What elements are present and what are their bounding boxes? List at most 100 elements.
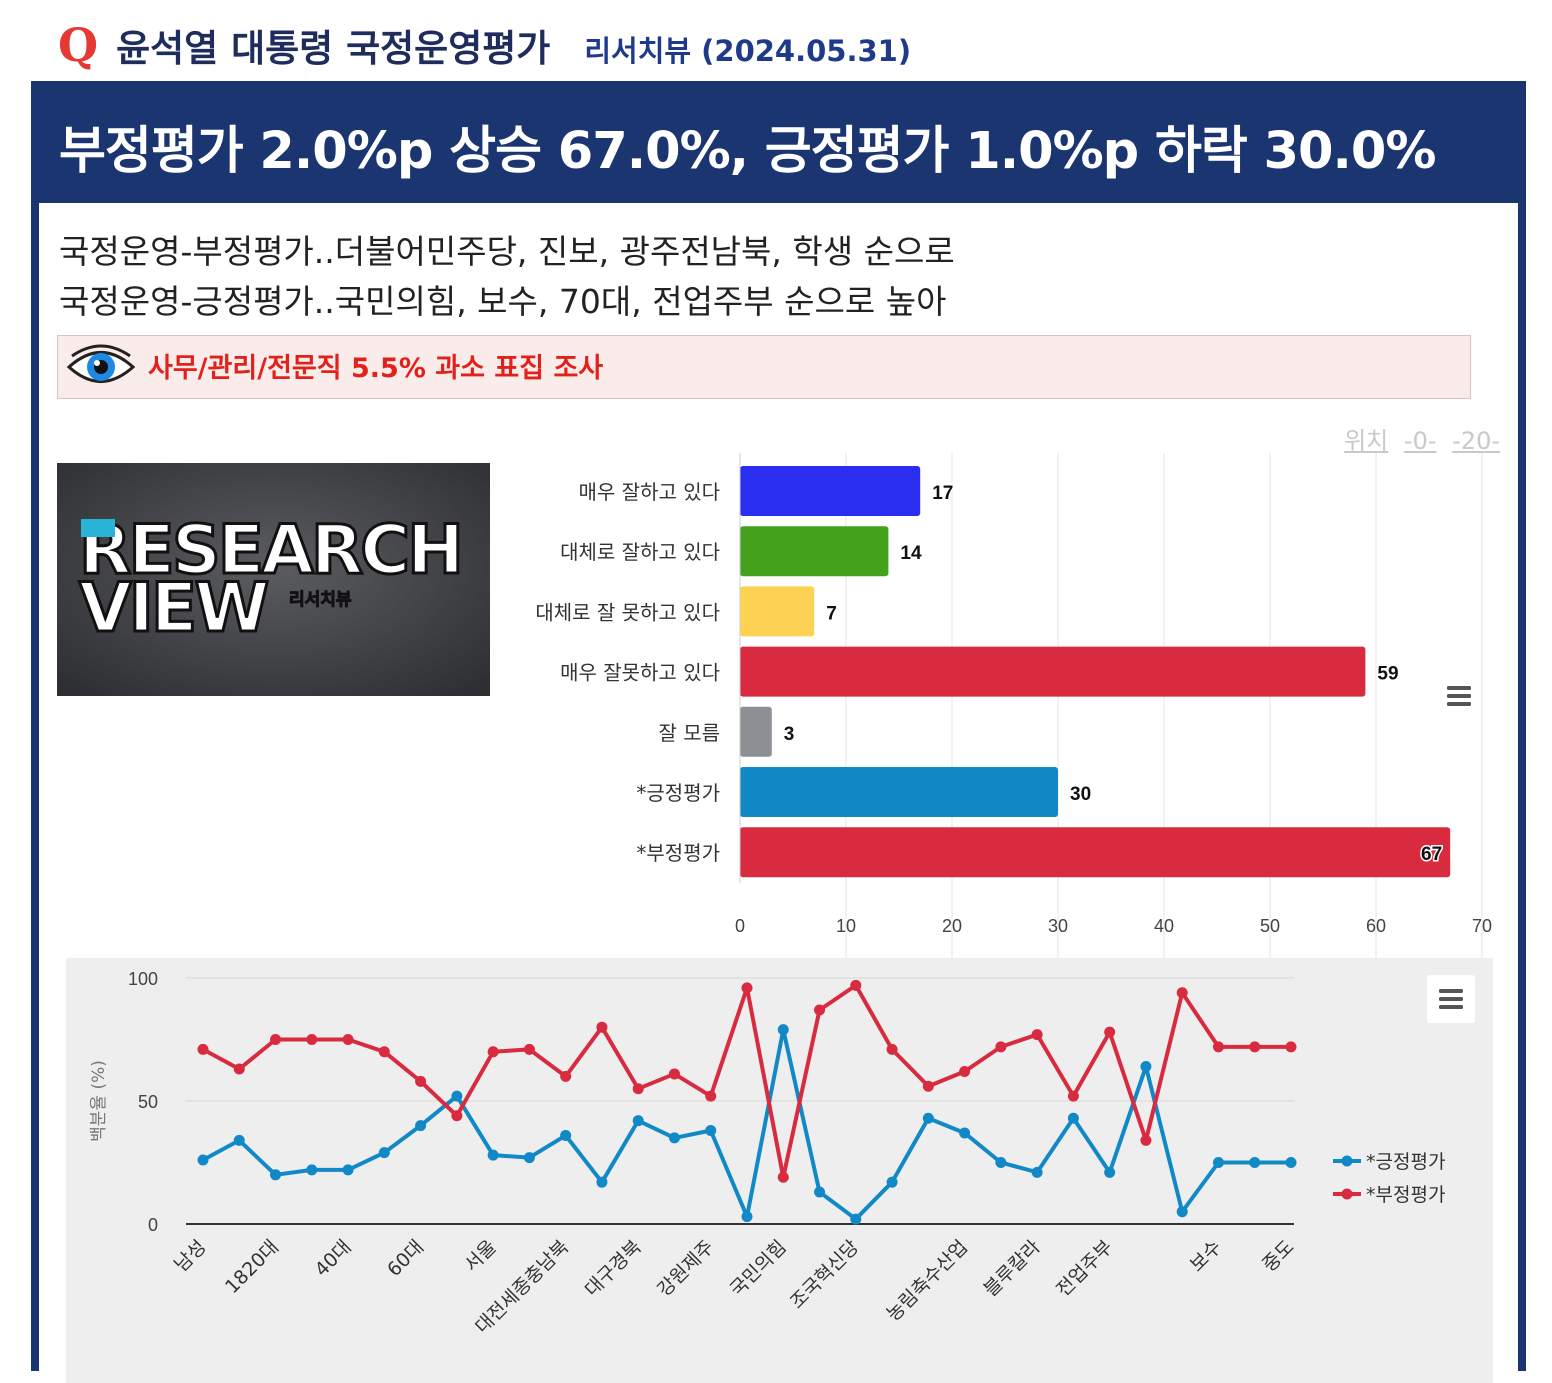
y-axis-label: 백분율 (%) (89, 1060, 109, 1142)
data-point (596, 1176, 608, 1188)
x-tick-label: 0 (735, 916, 745, 936)
data-point (1067, 1112, 1079, 1124)
category-label: 매우 잘못하고 있다 (560, 661, 720, 685)
summary-line-2: 국정운영-긍정평가..국민의힘, 보수, 70대, 전업주부 순으로 높아 (59, 282, 947, 321)
data-point (523, 1043, 535, 1055)
category-label: *긍정평가 (636, 781, 720, 805)
data-point (886, 1043, 898, 1055)
data-point (270, 1034, 282, 1045)
menu-line (1439, 997, 1463, 1001)
q-logo: Q (58, 18, 99, 72)
data-label: 7 (826, 603, 837, 624)
data-point (705, 1125, 717, 1137)
data-point (306, 1164, 318, 1176)
x-tick-label: 20 (942, 916, 962, 936)
data-point (995, 1157, 1007, 1168)
data-point (523, 1152, 535, 1164)
data-point (1212, 1041, 1224, 1053)
y-tick-label: 0 (148, 1215, 158, 1235)
data-point (959, 1127, 971, 1139)
category-label: 대체로 잘하고 있다 (560, 540, 720, 564)
data-point (1212, 1157, 1224, 1168)
data-point (415, 1120, 427, 1132)
data-point (886, 1176, 898, 1188)
position-label[interactable]: 위치 (1344, 427, 1389, 455)
line-chart-menu-button[interactable] (1427, 975, 1475, 1023)
eye-icon (66, 344, 136, 383)
source-label: 리서치뷰 (2024.05.31) (584, 34, 912, 68)
data-point (741, 1211, 753, 1223)
data-point (814, 1186, 826, 1198)
data-point (632, 1115, 644, 1127)
menu-line (1447, 694, 1471, 698)
data-point (233, 1134, 245, 1146)
page-header: Q 윤석열 대통령 국정운영평가 리서치뷰 (2024.05.31) (58, 18, 911, 78)
position-link-20[interactable]: -20- (1452, 427, 1500, 455)
y-tick-label: 100 (128, 969, 158, 989)
data-point (1176, 987, 1188, 999)
data-point (668, 1068, 680, 1080)
data-point (632, 1083, 644, 1095)
data-point (378, 1046, 390, 1058)
x-tick-label: 70 (1472, 916, 1492, 936)
data-point (487, 1046, 499, 1058)
x-tick-label: 40 (1154, 916, 1174, 936)
data-point (1140, 1061, 1152, 1073)
data-point (959, 1065, 971, 1077)
data-point (1031, 1029, 1043, 1041)
x-tick-label: 10 (836, 916, 856, 936)
data-point (451, 1110, 463, 1122)
data-point (705, 1090, 717, 1102)
data-point (378, 1147, 390, 1159)
bar (740, 466, 921, 516)
data-point (1104, 1026, 1116, 1038)
data-point (560, 1129, 572, 1141)
data-point (233, 1063, 245, 1075)
legend-marker (1341, 1155, 1353, 1167)
data-point (741, 982, 753, 994)
data-point (777, 1024, 789, 1036)
category-label: 대체로 잘 못하고 있다 (535, 600, 720, 624)
data-point (342, 1034, 354, 1045)
data-point (922, 1080, 934, 1092)
menu-line (1439, 989, 1463, 993)
data-label: 3 (784, 724, 795, 745)
category-label: 매우 잘하고 있다 (578, 480, 720, 504)
data-point (995, 1041, 1007, 1053)
bar (740, 586, 815, 637)
data-label: 30 (1070, 784, 1091, 805)
x-tick-label: 60 (1366, 916, 1386, 936)
data-point (922, 1112, 934, 1124)
data-point (777, 1171, 789, 1183)
line-chart-bg (66, 958, 1493, 1383)
logo-line-2: VIEW (79, 569, 267, 648)
data-point (1140, 1134, 1152, 1146)
notice-text: 사무/관리/전문직 5.5% 과소 표집 조사 (148, 353, 604, 384)
data-point (342, 1164, 354, 1176)
data-point (1176, 1206, 1188, 1218)
data-label: 14 (900, 543, 922, 564)
data-point (1031, 1166, 1043, 1178)
data-point (814, 1004, 826, 1016)
research-view-logo: RESEARCH VIEW 리서치뷰 (57, 463, 490, 696)
menu-line (1447, 702, 1471, 706)
bar-chart-menu-button[interactable] (1447, 686, 1471, 706)
bar (740, 706, 772, 757)
position-link-0[interactable]: -0- (1403, 427, 1437, 455)
bar (740, 767, 1058, 817)
x-tick-label: 50 (1260, 916, 1280, 936)
data-point (270, 1169, 282, 1181)
data-point (197, 1154, 209, 1166)
bar (740, 526, 889, 577)
menu-line (1439, 1005, 1463, 1009)
data-point (197, 1043, 209, 1055)
data-point (1067, 1090, 1079, 1102)
legend-marker (1341, 1188, 1353, 1200)
data-point (1285, 1041, 1297, 1053)
article-body: 국정운영-부정평가..더불어민주당, 진보, 광주전남북, 학생 순으로 국정운… (39, 203, 1518, 1383)
bar (740, 646, 1366, 697)
data-point (306, 1034, 318, 1045)
article-panel: 부정평가 2.0%p 상승 67.0%, 긍정평가 1.0%p 하락 30.0%… (31, 81, 1526, 1383)
page-title: 윤석열 대통령 국정운영평가 (116, 27, 551, 70)
